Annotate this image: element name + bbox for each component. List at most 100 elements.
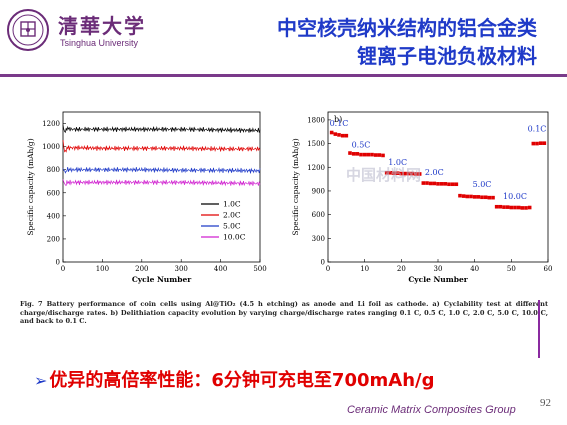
data-point — [333, 132, 338, 136]
data-point — [487, 195, 492, 200]
y-tick-label: 1800 — [307, 116, 325, 124]
data-point — [381, 153, 385, 158]
x-tick-label: 30 — [434, 265, 443, 273]
series-line-2.0C — [62, 140, 261, 153]
watermark-text: 中国材料网 — [346, 166, 422, 184]
data-point — [527, 205, 532, 210]
figure-caption: Fig. 7 Battery performance of coin cells… — [20, 300, 548, 326]
data-point — [483, 195, 488, 200]
data-point — [362, 152, 367, 157]
y-tick-label: 600 — [47, 189, 60, 197]
slide-title-line-1: 中空核壳纳米结构的铝合金类 — [277, 16, 537, 40]
data-point — [443, 182, 448, 186]
data-point — [344, 133, 349, 138]
header: 清華大学 Tsinghua University 中空核壳纳米结构的铝合金类 锂… — [0, 0, 567, 78]
data-point — [476, 195, 481, 199]
data-point — [329, 130, 334, 135]
plot-frame-1 — [62, 111, 261, 263]
data-point — [469, 194, 473, 199]
data-point — [377, 153, 382, 157]
y-axis-title: Specific capacity (mAh/g) — [291, 138, 300, 235]
data-point — [524, 206, 528, 210]
rate-annotation: 1.0C — [388, 158, 407, 167]
data-point — [337, 133, 341, 137]
data-point — [450, 182, 455, 187]
data-point — [351, 152, 356, 156]
y-tick-label: 900 — [312, 187, 325, 195]
x-tick-label: 200 — [135, 265, 148, 273]
y-tick-label: 1200 — [42, 120, 60, 128]
y-tick-label: 300 — [312, 235, 325, 243]
series-line-1.0C — [62, 124, 261, 134]
y-tick-label: 400 — [47, 212, 60, 220]
data-point — [491, 195, 495, 200]
data-point — [505, 205, 510, 209]
data-point — [428, 181, 433, 186]
panel-label-b: b) — [334, 115, 342, 124]
data-point — [502, 205, 506, 209]
legend-label-1.0C: 1.0C — [223, 200, 241, 209]
footer-group-name: Ceramic Matrix Composites Group — [347, 404, 516, 416]
x-axis-title: Cycle Number — [408, 275, 468, 284]
data-point — [388, 170, 393, 175]
data-point — [454, 182, 459, 187]
x-tick-label: 300 — [175, 265, 188, 273]
x-tick-label: 0 — [61, 265, 65, 273]
data-point — [465, 194, 470, 199]
data-point — [395, 171, 400, 175]
series-line-10.0C — [62, 179, 261, 187]
data-point — [414, 172, 418, 176]
data-point — [406, 171, 411, 176]
university-seal-icon — [7, 9, 49, 51]
plot-frame-2 — [327, 111, 549, 263]
data-point — [439, 182, 444, 186]
y-tick-label: 0 — [321, 259, 325, 267]
data-point — [520, 206, 525, 210]
rate-annotation: 5.0C — [473, 180, 492, 189]
data-point — [516, 205, 521, 210]
data-point — [461, 194, 466, 198]
rate-annotation: 2.0C — [425, 168, 444, 177]
data-point — [531, 141, 536, 146]
figure-panel: 0 100 200 300 400 500 0 200 400 600 800 1000 1200 Cyc… — [15, 100, 552, 340]
series-line-5.0C — [62, 166, 261, 174]
x-tick-label: 60 — [544, 265, 552, 273]
data-point — [509, 205, 514, 210]
page-number: 92 — [540, 397, 551, 409]
data-point — [417, 172, 422, 176]
header-divider — [0, 74, 567, 77]
data-point — [392, 171, 396, 175]
slide-title-line-2: 锂离子电池负极材料 — [357, 44, 537, 68]
y-tick-label: 1500 — [307, 140, 325, 148]
x-tick-label: 400 — [214, 265, 227, 273]
y-tick-label: 1000 — [42, 143, 60, 151]
data-point — [538, 141, 543, 145]
highlight-text: 优异的高倍率性能：6分钟可充电至700mAh/g — [49, 370, 435, 391]
data-point — [425, 181, 429, 185]
x-tick-label: 10 — [360, 265, 369, 273]
highlight-bullet: ➢ 优异的高倍率性能：6分钟可充电至700mAh/g — [34, 366, 434, 392]
legend-label-5.0C: 5.0C — [223, 222, 241, 231]
data-point — [472, 195, 477, 199]
data-point — [447, 182, 451, 187]
data-point — [348, 151, 352, 155]
data-point — [494, 204, 499, 209]
data-point — [436, 182, 440, 186]
data-point — [340, 133, 345, 138]
data-point — [480, 195, 484, 200]
data-point — [403, 171, 407, 176]
y-axis-title: Specific capacity (mAh/g) — [26, 138, 35, 235]
rate-annotation: 0.1C — [528, 125, 547, 134]
rate-annotation: 0.5C — [352, 141, 371, 150]
figure-svg: 0 100 200 300 400 500020040060080010001200Cyc… — [26, 111, 552, 284]
data-point — [359, 152, 363, 157]
data-point — [498, 204, 503, 209]
data-point — [355, 152, 360, 156]
university-name-cn: 清華大学 — [58, 14, 146, 38]
y-tick-label: 1200 — [307, 164, 325, 172]
figure-caption-text: Fig. 7 Battery performance of coin cells… — [20, 300, 548, 326]
y-tick-label: 0 — [56, 259, 60, 267]
y-tick-label: 800 — [47, 166, 60, 174]
y-tick-label: 600 — [312, 211, 325, 219]
data-point — [513, 205, 517, 210]
